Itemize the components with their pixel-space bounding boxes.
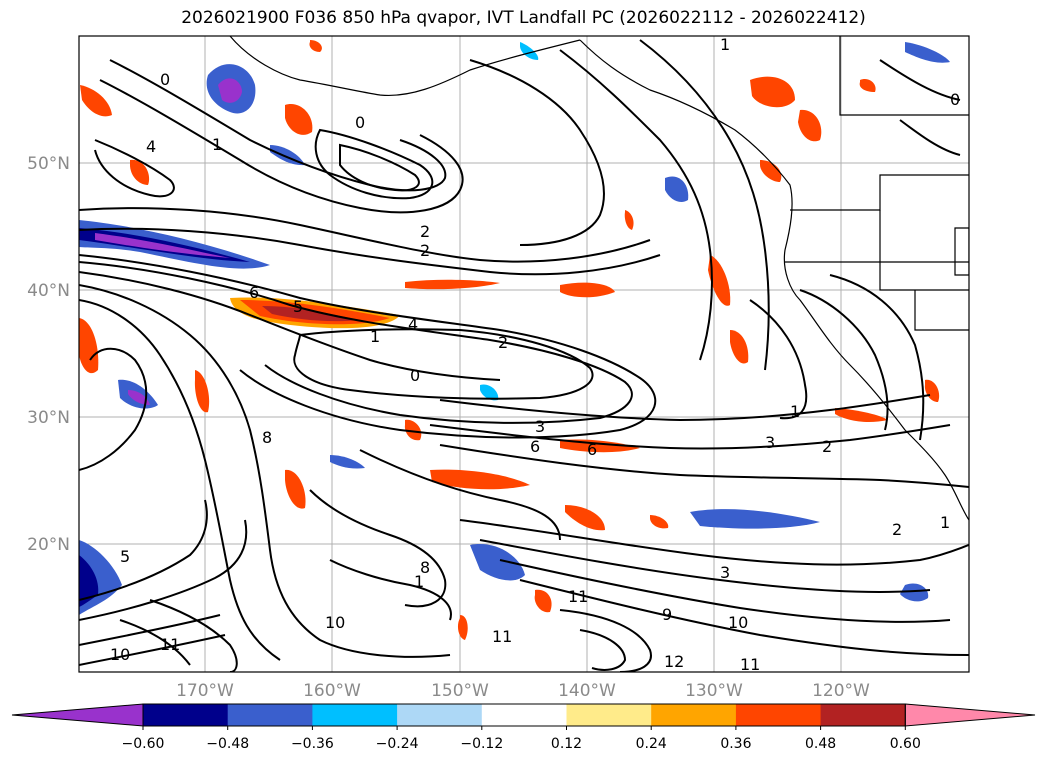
- contour-label: 2: [822, 437, 832, 456]
- contour-label: 0: [950, 90, 960, 109]
- contour-label: 2: [498, 333, 508, 352]
- map-title: 2026021900 F036 850 hPa qvapor, IVT Land…: [181, 8, 866, 28]
- colorbar-extend-high: [904, 703, 1036, 727]
- contour-label: 2: [420, 241, 430, 260]
- contour-label: 5: [293, 297, 303, 316]
- contour-label: 3: [720, 563, 730, 582]
- contour-label: 1: [940, 513, 950, 532]
- contour-label: 5: [120, 547, 130, 566]
- contour-label: 10: [110, 645, 130, 664]
- contour-label: 12: [664, 652, 684, 671]
- ivt-contours: [79, 39, 969, 672]
- colorbar-label: 0.24: [636, 736, 667, 752]
- contour-label: 1: [212, 135, 222, 154]
- colorbar-segment: [820, 704, 906, 726]
- contour-label: 11: [568, 587, 588, 606]
- lon-label: 150°W: [431, 681, 489, 701]
- qvapor-fills: [79, 40, 950, 640]
- colorbar-label: 0.12: [551, 736, 582, 752]
- contour-label: 0: [410, 366, 420, 385]
- colorbar-label: 0.60: [890, 736, 921, 752]
- lon-label: 130°W: [685, 681, 743, 701]
- coastlines: [229, 36, 969, 521]
- contour-label: 8: [262, 428, 272, 447]
- colorbar-segment: [566, 704, 652, 726]
- contour-label: 3: [535, 417, 545, 436]
- contour-label: 10: [728, 613, 748, 632]
- colorbar-label: 0.36: [720, 736, 751, 752]
- contour-label: 1: [414, 572, 424, 591]
- contour-label: 6: [587, 440, 597, 459]
- colorbar-frame: [142, 703, 906, 727]
- colorbar-extend-low: [11, 703, 144, 727]
- latitude-labels: 50°N 40°N 30°N 20°N: [27, 154, 70, 555]
- contour-label: 11: [160, 635, 180, 654]
- contour-label: 4: [408, 315, 418, 334]
- contour-label: 0: [160, 70, 170, 89]
- contour-label: 0: [355, 113, 365, 132]
- colorbar-segment: [312, 704, 398, 726]
- lon-label: 120°W: [812, 681, 870, 701]
- lon-label: 160°W: [303, 681, 361, 701]
- graticule: [79, 36, 969, 672]
- longitude-labels: 170°W 160°W 150°W 140°W 130°W 120°W: [176, 681, 870, 701]
- contour-label: 8: [420, 558, 430, 577]
- colorbar-label: −0.12: [460, 736, 503, 752]
- colorbar-label: −0.24: [376, 736, 419, 752]
- colorbar-segment: [143, 704, 229, 726]
- lon-label: 140°W: [558, 681, 616, 701]
- contour-label: 1: [720, 35, 730, 54]
- contour-label: 6: [249, 283, 259, 302]
- colorbar-label: −0.48: [206, 736, 249, 752]
- contour-label: 2: [892, 520, 902, 539]
- lat-label: 30°N: [27, 408, 70, 428]
- contour-label: 6: [530, 437, 540, 456]
- colorbar-segment: [227, 704, 313, 726]
- contour-label: 11: [492, 627, 512, 646]
- contour-label: 1: [370, 327, 380, 346]
- colorbar: −0.60 −0.48 −0.36 −0.24 −0.12 0.12 0.24 0.36 0.4…: [11, 703, 1036, 752]
- contour-label: 1: [790, 402, 800, 421]
- colorbar-segment: [735, 704, 822, 726]
- map-frame: [78, 35, 970, 673]
- map-panel: [79, 36, 969, 672]
- colorbar-label: −0.60: [122, 736, 165, 752]
- lon-label: 170°W: [176, 681, 234, 701]
- colorbar-segment: [397, 704, 483, 726]
- contour-label: 11: [740, 655, 760, 674]
- contour-label: 3: [765, 433, 775, 452]
- contour-label: 9: [662, 605, 672, 624]
- contour-label: 10: [325, 613, 345, 632]
- contour-labels: 0 0 0 1 1 1 1 1 2 2 2 2 2 3 3 3 4 4 5 5 …: [110, 35, 960, 674]
- lat-label: 40°N: [27, 281, 70, 301]
- map-content: 0 0 0 1 1 1 1 1 2 2 2 2 2 3 3 3 4 4 5 5 …: [79, 35, 969, 674]
- contour-label: 2: [420, 222, 430, 241]
- lat-label: 20°N: [27, 535, 70, 555]
- colorbar-label: −0.36: [291, 736, 334, 752]
- colorbar-segment: [481, 704, 567, 726]
- contour-label: 4: [146, 137, 156, 156]
- colorbar-segment: [651, 704, 737, 726]
- colorbar-label: 0.48: [805, 736, 836, 752]
- lat-label: 50°N: [27, 154, 70, 174]
